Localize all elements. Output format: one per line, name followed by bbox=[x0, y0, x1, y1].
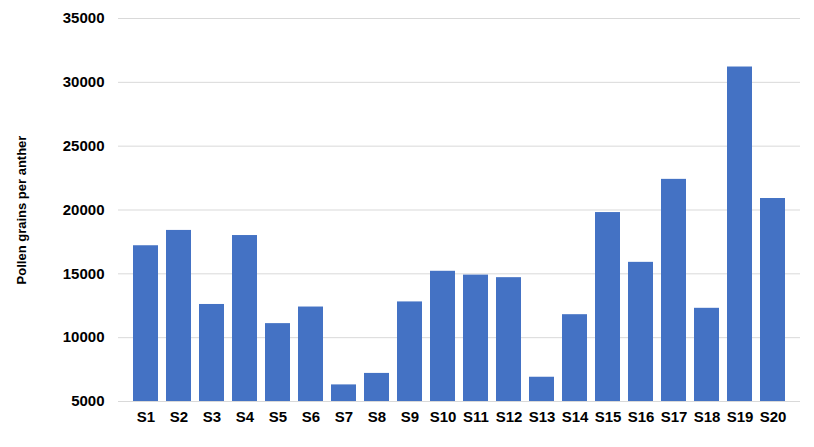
svg-text:25000: 25000 bbox=[63, 137, 105, 154]
svg-text:S15: S15 bbox=[595, 408, 622, 425]
svg-text:S12: S12 bbox=[496, 408, 523, 425]
svg-text:S3: S3 bbox=[203, 408, 221, 425]
svg-text:15000: 15000 bbox=[63, 265, 105, 282]
svg-text:S2: S2 bbox=[170, 408, 188, 425]
svg-text:20000: 20000 bbox=[63, 201, 105, 218]
svg-text:S8: S8 bbox=[368, 408, 386, 425]
svg-text:10000: 10000 bbox=[63, 328, 105, 345]
svg-text:S6: S6 bbox=[302, 408, 320, 425]
svg-text:S10: S10 bbox=[430, 408, 457, 425]
svg-text:S11: S11 bbox=[463, 408, 489, 425]
svg-text:S18: S18 bbox=[694, 408, 721, 425]
svg-text:S1: S1 bbox=[137, 408, 155, 425]
svg-text:S9: S9 bbox=[401, 408, 419, 425]
svg-text:S20: S20 bbox=[760, 408, 787, 425]
svg-text:S7: S7 bbox=[335, 408, 353, 425]
svg-text:30000: 30000 bbox=[63, 73, 105, 90]
svg-text:S17: S17 bbox=[661, 408, 688, 425]
svg-text:Pollen grains per anther: Pollen grains per anther bbox=[14, 136, 29, 285]
svg-text:S4: S4 bbox=[236, 408, 255, 425]
svg-text:5000: 5000 bbox=[71, 392, 104, 409]
svg-text:S13: S13 bbox=[529, 408, 556, 425]
svg-text:S5: S5 bbox=[269, 408, 287, 425]
svg-text:S14: S14 bbox=[562, 408, 589, 425]
svg-text:S16: S16 bbox=[628, 408, 655, 425]
svg-text:S19: S19 bbox=[727, 408, 754, 425]
svg-text:35000: 35000 bbox=[63, 9, 105, 26]
